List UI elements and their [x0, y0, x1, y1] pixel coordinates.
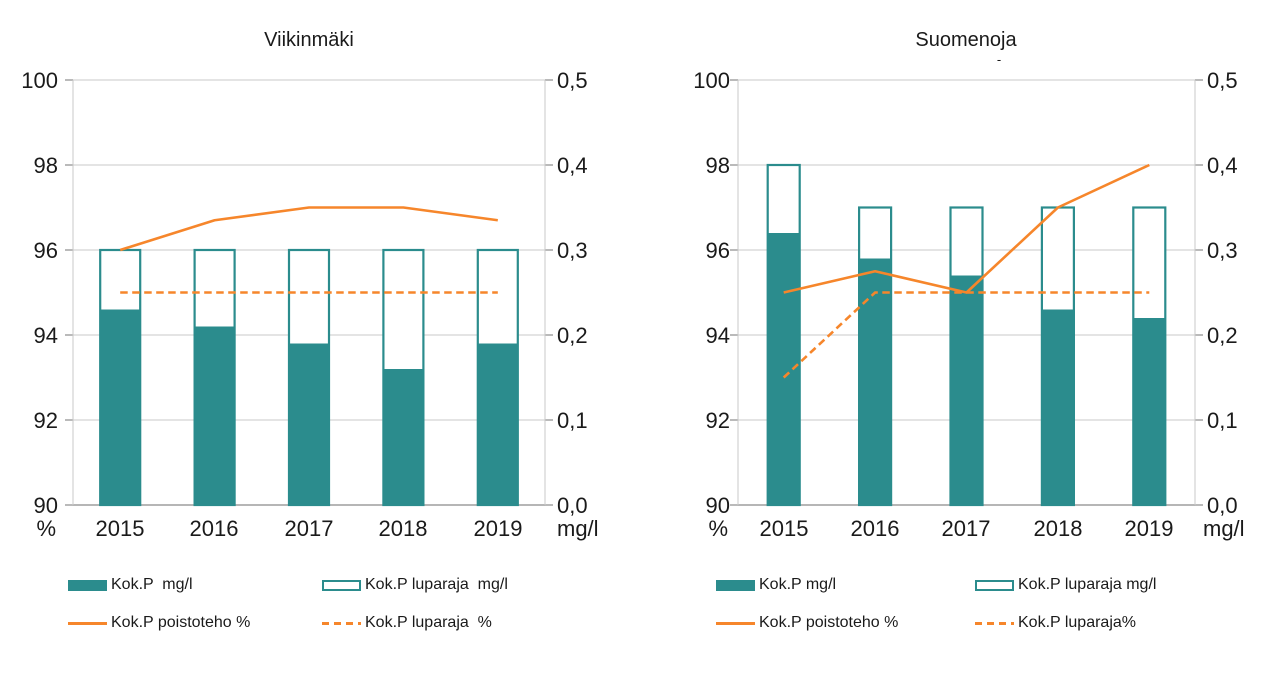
legend-item-kokp-mgl: Kok.P mg/l [716, 577, 836, 593]
y-right-tick: 0,4 [1207, 153, 1238, 178]
title-stray-mark: - [997, 52, 1001, 67]
y-right-tick: 0,3 [1207, 238, 1238, 263]
y-left-tick: 96 [706, 238, 730, 263]
outline-bar-swatch-icon [322, 579, 361, 591]
chart-suomenoja-text: Suomenoja - 100 98 96 94 92 90 0,5 0,4 0… [693, 29, 1244, 541]
legend-item-luparaja-pct: Kok.P luparaja % [322, 615, 492, 631]
chart-viikinmaki-plot [65, 79, 553, 507]
outline-bar-swatch-icon [975, 579, 1014, 591]
legend-label: Kok.P luparaja% [1018, 614, 1136, 631]
bar-kokp-mgl [289, 343, 329, 505]
legend-item-poistoteho-pct: Kok.P poistoteho % [716, 615, 898, 631]
bar-kokp-mgl [767, 233, 800, 505]
legend-item-luparaja-mgl: Kok.P luparaja mg/l [975, 577, 1156, 593]
x-tick: 2015 [760, 516, 809, 541]
y-left-tick: 92 [706, 408, 730, 433]
x-tick: 2016 [190, 516, 239, 541]
legend-item-luparaja-pct: Kok.P luparaja% [975, 615, 1136, 631]
y-left-tick: 90 [34, 493, 58, 518]
legend-label: Kok.P poistoteho % [759, 614, 899, 631]
y-left-tick: 94 [34, 323, 58, 348]
legend-label: Kok.P mg/l [111, 576, 193, 593]
legend-item-poistoteho-pct: Kok.P poistoteho % [68, 615, 250, 631]
x-tick: 2017 [285, 516, 334, 541]
bars [766, 163, 1167, 507]
legend-label: Kok.P luparaja mg/l [365, 576, 508, 593]
y-left-tick: 98 [34, 153, 58, 178]
bar-kokp-mgl [1041, 309, 1074, 505]
y-right-tick: 0,0 [557, 493, 588, 518]
y-left-tick: 100 [693, 68, 730, 93]
y-left-tick: 100 [21, 68, 58, 93]
legend-label: Kok.P luparaja mg/l [1018, 576, 1157, 593]
y-left-tick: 98 [706, 153, 730, 178]
y-right-tick: 0,5 [557, 68, 588, 93]
x-tick: 2019 [474, 516, 523, 541]
chart-title: Suomenoja [915, 29, 1017, 51]
y-left-unit-label: % [708, 516, 728, 541]
y-left-tick: 90 [706, 493, 730, 518]
dashed-line-swatch-icon [975, 621, 1014, 625]
legend-label: Kok.P poistoteho % [111, 614, 251, 631]
legend-item-kokp-mgl: Kok.P mg/l [68, 577, 193, 593]
y-right-tick: 0,1 [1207, 408, 1238, 433]
bar-kokp-mgl [477, 343, 518, 505]
y-left-tick: 94 [706, 323, 730, 348]
y-right-unit-label: mg/l [1203, 516, 1245, 541]
y-right-unit-label: mg/l [557, 516, 599, 541]
filled-bar-swatch-icon [68, 579, 107, 591]
bar-kokp-mgl [1133, 318, 1166, 505]
y-right-tick: 0,1 [557, 408, 588, 433]
x-tick: 2015 [96, 516, 145, 541]
line-poistoteho-pct [119, 206, 498, 252]
x-tick: 2018 [379, 516, 428, 541]
solid-line-swatch-icon [716, 621, 755, 625]
filled-bar-swatch-icon [716, 579, 755, 591]
legend-label: Kok.P mg/l [759, 576, 837, 593]
y-left-tick: 92 [34, 408, 58, 433]
bar-kokp-mgl [100, 309, 141, 505]
x-tick: 2016 [851, 516, 900, 541]
chart-title: Viikinmäki [264, 29, 354, 51]
y-left-tick: 96 [34, 238, 58, 263]
y-right-tick: 0,2 [557, 323, 588, 348]
line-poistoteho-pct [783, 163, 1150, 294]
x-tick: 2017 [942, 516, 991, 541]
chart-suomenoja-plot [730, 79, 1203, 507]
solid-line-swatch-icon [68, 621, 107, 625]
y-right-tick: 0,5 [1207, 68, 1238, 93]
chart-viikinmaki-text: Viikinmäki 100 98 96 94 92 90 0,5 0,4 0,… [21, 29, 598, 541]
bar-kokp-mgl [194, 326, 235, 505]
y-right-tick: 0,3 [557, 238, 588, 263]
y-right-tick: 0,4 [557, 153, 588, 178]
bars [99, 248, 519, 507]
legend-item-luparaja-mgl: Kok.P luparaja mg/l [322, 577, 508, 593]
y-right-tick: 0,2 [1207, 323, 1238, 348]
y-left-unit-label: % [36, 516, 56, 541]
bar-kokp-mgl [950, 275, 983, 505]
bar-kokp-mgl [859, 258, 892, 505]
legend-label: Kok.P luparaja % [365, 614, 492, 631]
x-tick: 2019 [1125, 516, 1174, 541]
x-tick: 2018 [1034, 516, 1083, 541]
y-right-tick: 0,0 [1207, 493, 1238, 518]
bar-kokp-mgl [383, 369, 424, 505]
dashed-line-swatch-icon [322, 621, 361, 625]
